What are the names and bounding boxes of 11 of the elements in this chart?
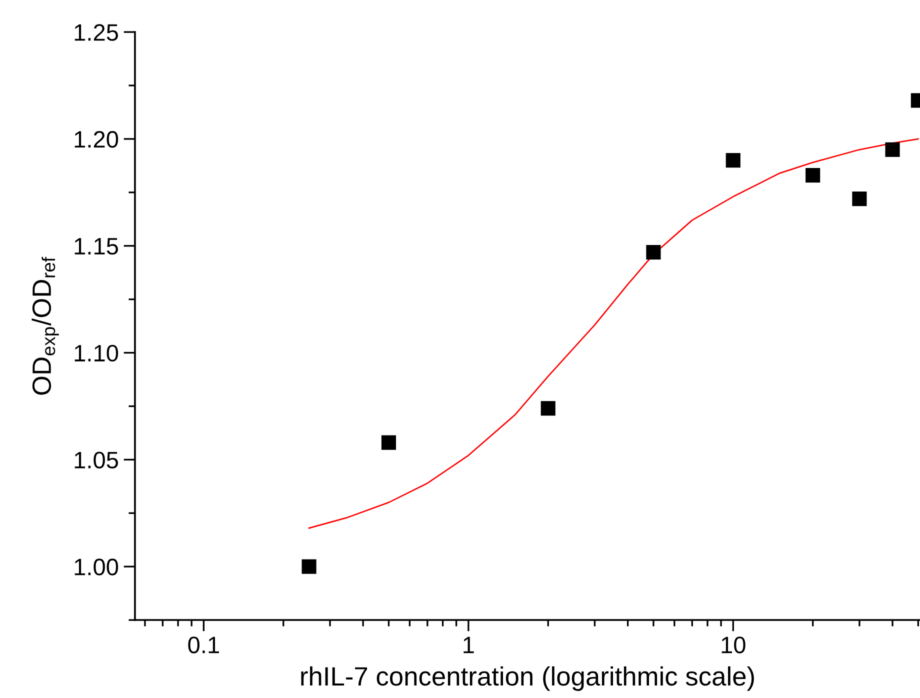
y-tick-label: 1.00 (74, 558, 118, 576)
y-tick-label: 1.15 (74, 238, 118, 255)
y-tick-label: 1.20 (74, 131, 118, 148)
y-tick-label: 1.25 (74, 24, 118, 41)
y-tick-label: 1.10 (74, 344, 118, 362)
x-axis-title: rhIL-7 concentration (logarithmic scale) (301, 666, 754, 691)
x-tick-label: 0.1 (188, 636, 219, 654)
x-tick-label: 10 (722, 636, 746, 654)
x-tick-label: 1 (464, 636, 474, 654)
y-tick-label: 1.05 (74, 452, 118, 468)
y-axis-title: OD$_{exp}$/OD$_{ref}$ (32, 256, 59, 395)
